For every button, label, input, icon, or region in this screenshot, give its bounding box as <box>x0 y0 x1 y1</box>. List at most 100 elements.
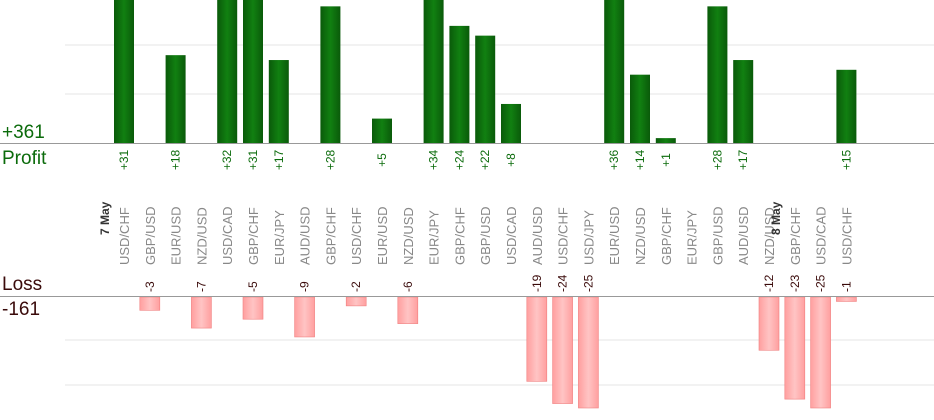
loss-bar <box>784 296 806 400</box>
category-label: USD/JPY <box>581 210 596 265</box>
profit-bar <box>501 103 521 143</box>
loss-bar <box>526 296 548 382</box>
category-label: EUR/JPY <box>272 210 287 265</box>
category-label: AUD/USD <box>736 206 751 265</box>
category-label: USD/CAD <box>814 206 829 265</box>
profit-bar <box>320 6 341 143</box>
profit-bar <box>707 6 728 143</box>
category-label: GBP/CHF <box>323 207 338 265</box>
date-label: 7 May <box>98 201 112 235</box>
profit-bar <box>655 138 676 143</box>
loss-value-label: -23 <box>788 274 802 292</box>
loss-bar <box>552 296 573 404</box>
category-label: NZD/USD <box>762 207 777 265</box>
profit-bar <box>836 69 857 143</box>
category-label: NZD/USD <box>401 207 416 265</box>
profit-value-label: +17 <box>736 149 750 170</box>
loss-total: -161 <box>2 299 41 320</box>
category-label: GBP/USD <box>143 206 158 265</box>
loss-value-label: -24 <box>556 274 570 292</box>
loss-bar <box>345 296 367 307</box>
profit-value-label: +8 <box>504 153 518 167</box>
category-label: USD/CAD <box>504 206 519 265</box>
loss-label: Loss <box>2 274 43 295</box>
profit-value-label: +28 <box>323 149 337 170</box>
profit-value-label: +1 <box>659 153 673 167</box>
category-label: USD/CAD <box>220 206 235 265</box>
profit-bar <box>423 0 444 143</box>
category-label: USD/CHF <box>556 207 571 265</box>
profit-value-label: +15 <box>839 149 853 170</box>
loss-bar <box>578 296 599 409</box>
loss-value-label: -25 <box>581 274 595 292</box>
category-label: AUD/USD <box>530 206 545 265</box>
loss-bar <box>397 296 419 324</box>
profit-value-label: +31 <box>117 149 131 170</box>
profit-value-label: +24 <box>452 149 466 170</box>
category-label: GBP/CHF <box>788 207 803 265</box>
profit-bar <box>114 0 134 143</box>
category-label: GBP/USD <box>710 206 725 265</box>
category-label: USD/CHF <box>839 207 854 265</box>
profit-value-label: +5 <box>375 153 389 167</box>
profit-bar <box>449 25 470 144</box>
date-label: 8 May <box>769 201 783 235</box>
profit-bar <box>243 0 263 143</box>
profit-value-label: +36 <box>607 149 621 170</box>
axes <box>0 143 934 297</box>
category-label: GBP/CHF <box>659 207 674 265</box>
profit-bar <box>217 0 238 144</box>
profit-label: Profit <box>2 148 47 169</box>
profit-bar <box>630 74 650 143</box>
profit-total: +361 <box>2 122 45 143</box>
loss-bar <box>810 296 831 409</box>
category-label: EUR/USD <box>375 206 390 265</box>
category-label: EUR/JPY <box>685 210 700 265</box>
category-label: USD/CHF <box>117 207 132 265</box>
loss-value-label: -9 <box>298 281 312 292</box>
loss-bar <box>758 296 780 351</box>
category-label: NZD/USD <box>194 207 209 265</box>
profit-bar <box>733 60 754 143</box>
category-label: EUR/USD <box>169 206 184 265</box>
category-label: GBP/CHF <box>452 207 467 265</box>
loss-value-label: -12 <box>762 274 776 292</box>
loss-value-label: -1 <box>839 281 853 292</box>
profit-value-label: +32 <box>220 149 234 170</box>
loss-value-label: -25 <box>814 274 828 292</box>
profit-value-label: +34 <box>427 149 441 170</box>
profit-bar <box>268 60 289 143</box>
profit-bar <box>372 118 392 143</box>
loss-value-label: -19 <box>530 274 544 292</box>
loss-bar <box>242 296 264 320</box>
profit-value-label: +17 <box>272 149 286 170</box>
profit-bar <box>604 0 625 143</box>
profit-value-label: +18 <box>169 149 183 170</box>
profit-bar <box>475 35 496 143</box>
profit-bars <box>114 0 857 144</box>
loss-bar <box>139 296 161 311</box>
category-label: GBP/CHF <box>246 207 261 265</box>
category-label: EUR/USD <box>607 206 622 265</box>
loss-value-label: -2 <box>349 281 363 292</box>
loss-value-label: -7 <box>194 281 208 292</box>
profit-value-label: +31 <box>246 149 260 170</box>
profit-value-label: +28 <box>710 149 724 170</box>
category-label: GBP/USD <box>478 206 493 265</box>
loss-value-label: -3 <box>143 281 157 292</box>
loss-bar <box>191 296 212 329</box>
labels: +31 USD/CHF -3 GBP/USD +18 EUR/USD -7 NZD/USD +3… <box>98 149 854 292</box>
loss-value-label: -6 <box>401 281 415 292</box>
category-label: AUD/USD <box>298 206 313 265</box>
profit-bar <box>165 55 186 143</box>
loss-value-label: -5 <box>246 281 260 292</box>
profit-value-label: +22 <box>478 149 492 170</box>
loss-bar <box>294 296 315 338</box>
loss-bar <box>836 296 857 302</box>
category-label: NZD/USD <box>633 207 648 265</box>
category-label: USD/CHF <box>349 207 364 265</box>
category-label: EUR/JPY <box>427 210 442 265</box>
profit-value-label: +14 <box>633 149 647 170</box>
loss-bars <box>139 296 857 409</box>
